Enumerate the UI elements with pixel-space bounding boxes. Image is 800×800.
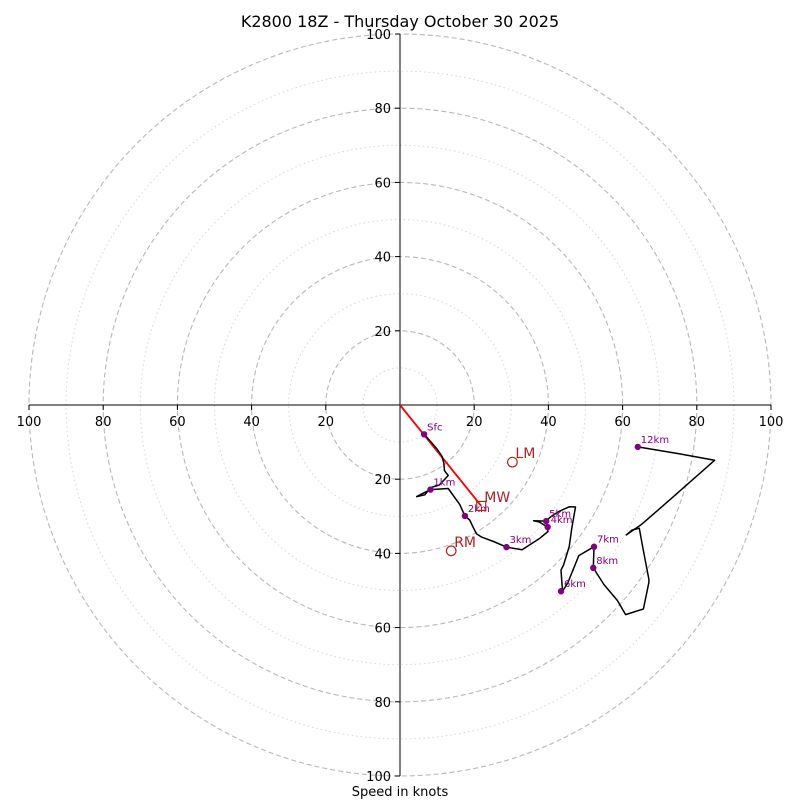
x-tick-label: 20 bbox=[466, 415, 483, 430]
y-tick-label: 80 bbox=[374, 696, 391, 711]
height-marker-7km bbox=[590, 543, 598, 550]
height-label-7km: 7km bbox=[597, 535, 619, 546]
height-marker-6km bbox=[557, 588, 565, 595]
storm-motion-label-RM: RM bbox=[454, 535, 476, 551]
y-tick-label: 20 bbox=[374, 325, 391, 340]
height-marker-2km bbox=[461, 512, 469, 520]
y-tick-label: 20 bbox=[374, 473, 391, 488]
y-tick-label: 60 bbox=[374, 622, 391, 637]
x-tick-label: 20 bbox=[318, 415, 335, 430]
x-tick-label: 100 bbox=[17, 415, 42, 430]
chart-title: K2800 18Z - Thursday October 30 2025 bbox=[241, 12, 559, 31]
storm-motion-marker-RM bbox=[445, 545, 457, 557]
y-tick-label: 80 bbox=[374, 102, 391, 117]
y-tick-label: 40 bbox=[374, 547, 391, 562]
height-label-Sfc: Sfc bbox=[427, 422, 442, 433]
height-label-6km: 6km bbox=[564, 579, 586, 590]
height-marker-Sfc bbox=[420, 431, 428, 438]
y-tick-label: 100 bbox=[366, 770, 391, 785]
height-marker-1km bbox=[427, 486, 434, 493]
storm-motion-label-MW: MW bbox=[484, 490, 510, 506]
x-tick-label: 100 bbox=[759, 415, 784, 430]
x-tick-label: 40 bbox=[243, 415, 260, 430]
y-tick-label: 100 bbox=[366, 28, 391, 43]
height-label-5km: 5km bbox=[549, 509, 571, 520]
x-tick-label: 60 bbox=[614, 415, 631, 430]
height-label-1km: 1km bbox=[433, 478, 455, 489]
height-marker-4km bbox=[544, 523, 551, 531]
x-tick-label: 60 bbox=[169, 415, 186, 430]
height-marker-8km bbox=[590, 564, 597, 572]
y-tick-label: 60 bbox=[374, 176, 391, 191]
storm-motion-marker-MW bbox=[476, 500, 487, 512]
height-label-12km: 12km bbox=[641, 435, 669, 446]
x-tick-label: 80 bbox=[689, 415, 706, 430]
storm-motion-marker-LM bbox=[507, 456, 518, 468]
x-axis-label: Speed in knots bbox=[352, 785, 449, 800]
x-tick-label: 40 bbox=[540, 415, 557, 430]
height-marker-5km bbox=[542, 517, 550, 525]
storm-motions: LM MW RM bbox=[445, 446, 535, 557]
height-marker-12km bbox=[634, 443, 642, 451]
height-label-8km: 8km bbox=[596, 556, 618, 567]
y-tick-label: 40 bbox=[374, 251, 391, 266]
height-label-2km: 2km bbox=[468, 504, 490, 515]
storm-motion-label-LM: LM bbox=[515, 446, 535, 462]
height-label-3km: 3km bbox=[509, 535, 531, 546]
height-label-4km: 4km bbox=[551, 515, 573, 526]
tick-labels: 100 80 60 40 20 20 40 60 80 100 100 80 60 40 20 20 40 60 8… bbox=[17, 28, 784, 785]
height-marker-3km bbox=[503, 543, 510, 551]
x-tick-label: 80 bbox=[95, 415, 112, 430]
